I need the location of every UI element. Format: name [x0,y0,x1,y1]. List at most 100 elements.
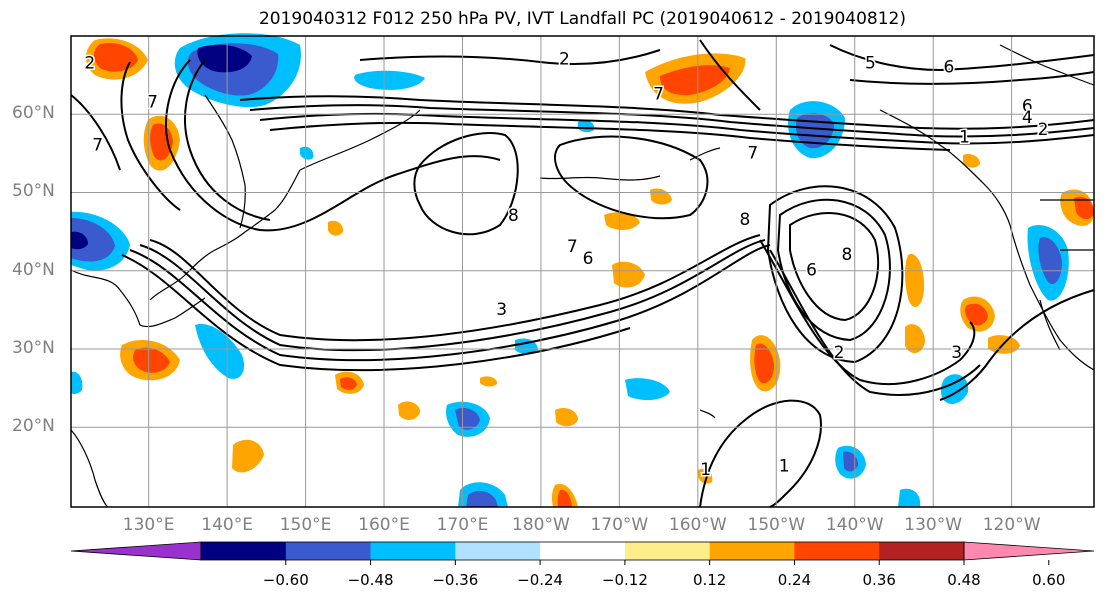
coastline [539,175,661,181]
coastline [999,44,1095,86]
contour-label: 1 [779,456,790,476]
anomaly-patch [71,371,83,395]
longitude-label: 160°E [358,515,410,535]
coastline [149,231,246,301]
anomaly-patch [455,408,480,430]
contour-line [165,59,501,232]
colorbar-tick-label: 0.48 [947,571,981,589]
contour-label: 8 [739,210,750,230]
anomaly-patch [328,220,344,236]
colorbar-segment [285,542,372,560]
coastline [299,109,421,171]
colorbar [70,541,1095,565]
anomaly-patch [898,488,921,507]
contour-line [789,212,880,322]
contour-line [699,39,761,111]
anomaly-patch [232,439,264,473]
contour-line [766,185,904,364]
anomaly-patch [71,218,115,262]
anomaly-patch [905,324,925,354]
anomaly-patch [555,408,578,427]
anomaly-patch [340,377,357,390]
coastlines [70,44,1095,508]
anomaly-patch [71,231,88,250]
contour-line [269,121,951,151]
contour-label: 2 [559,49,570,69]
coastline [70,269,206,328]
contour-label: 1 [700,460,711,480]
contour-line [413,132,519,236]
colorbar-segment [455,542,541,560]
longitude-label: 170°E [436,515,489,535]
anomaly-patch [398,401,420,420]
colorbar-tick-label: 0.36 [862,571,896,589]
latitude-label: 30°N [12,337,55,358]
contour-label: 7 [147,93,158,113]
longitude-label: 140°E [201,515,253,535]
coastline [204,94,246,229]
longitude-label: 170°W [590,515,649,535]
contour-label: 4 [1022,108,1033,128]
contour-line [759,239,976,385]
colorbar-segment [370,542,456,560]
latitude-label: 20°N [12,416,55,437]
contour-label: 7 [92,136,103,156]
longitude-label: 150°E [279,515,332,535]
longitude-label: 140°W [825,515,884,535]
coastline [689,147,721,161]
colorbar-tick-label: 0.60 [1032,571,1066,589]
contour-line [120,61,181,211]
anomaly-patch [195,324,245,379]
colorbar-segment [879,542,965,560]
anomaly-patch [354,70,425,90]
contour-label: 7 [567,237,578,257]
anomaly-patch [660,65,730,96]
latitude-label: 60°N [12,103,55,124]
contour-label: 6 [943,57,954,77]
contour-label: 2 [834,343,845,363]
anomaly-patch [1074,196,1094,220]
longitude-label: 180°W [512,515,570,535]
anomaly-patch [754,343,774,384]
contour-line [129,244,771,362]
anomaly-patch [625,378,670,401]
coastline [70,429,109,508]
anomaly-patch [578,120,595,133]
contour-line [769,249,981,396]
graticule [71,36,1094,507]
contour-line [699,399,822,508]
longitude-label: 130°E [122,515,175,535]
contour-line [249,104,1095,138]
contour-line [554,135,709,220]
contour-label: 8 [508,206,519,226]
anomaly-patch [557,489,572,507]
colorbar-extend-min [70,541,202,561]
colorbar-tick-label: −0.48 [347,571,394,589]
anomaly-patch [905,254,925,308]
colorbar-extend-max [963,541,1095,561]
contour-label: 6 [1022,96,1033,116]
contour-label: 8 [841,245,852,265]
longitude-label: 120°W [982,515,1041,535]
colorbar-segment [624,542,711,560]
contour-label: 7 [747,143,758,163]
contour-line [829,44,1095,72]
contour-label: 1 [959,128,970,148]
pv-anomaly-shading [71,33,1094,507]
contour-line [359,49,661,66]
contour-label: 5 [865,53,876,73]
anomaly-patch [197,44,252,73]
coastline [1039,299,1061,351]
contour-label: 3 [496,300,507,320]
coastline [1009,224,1095,371]
colorbar-tick-label: −0.60 [262,571,309,589]
contour-label: 6 [806,261,817,281]
longitude-label: 150°W [747,515,806,535]
anomaly-patch [133,347,170,373]
colorbar-tick-label: 0.24 [777,571,812,589]
anomaly-patch [480,376,498,387]
colorbar-tick-label: −0.24 [517,571,564,589]
anomaly-patch [965,303,988,326]
